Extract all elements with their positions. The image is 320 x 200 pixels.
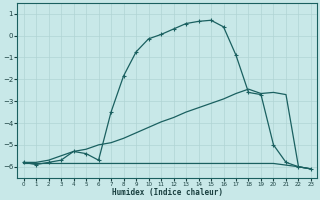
X-axis label: Humidex (Indice chaleur): Humidex (Indice chaleur)	[112, 188, 223, 197]
